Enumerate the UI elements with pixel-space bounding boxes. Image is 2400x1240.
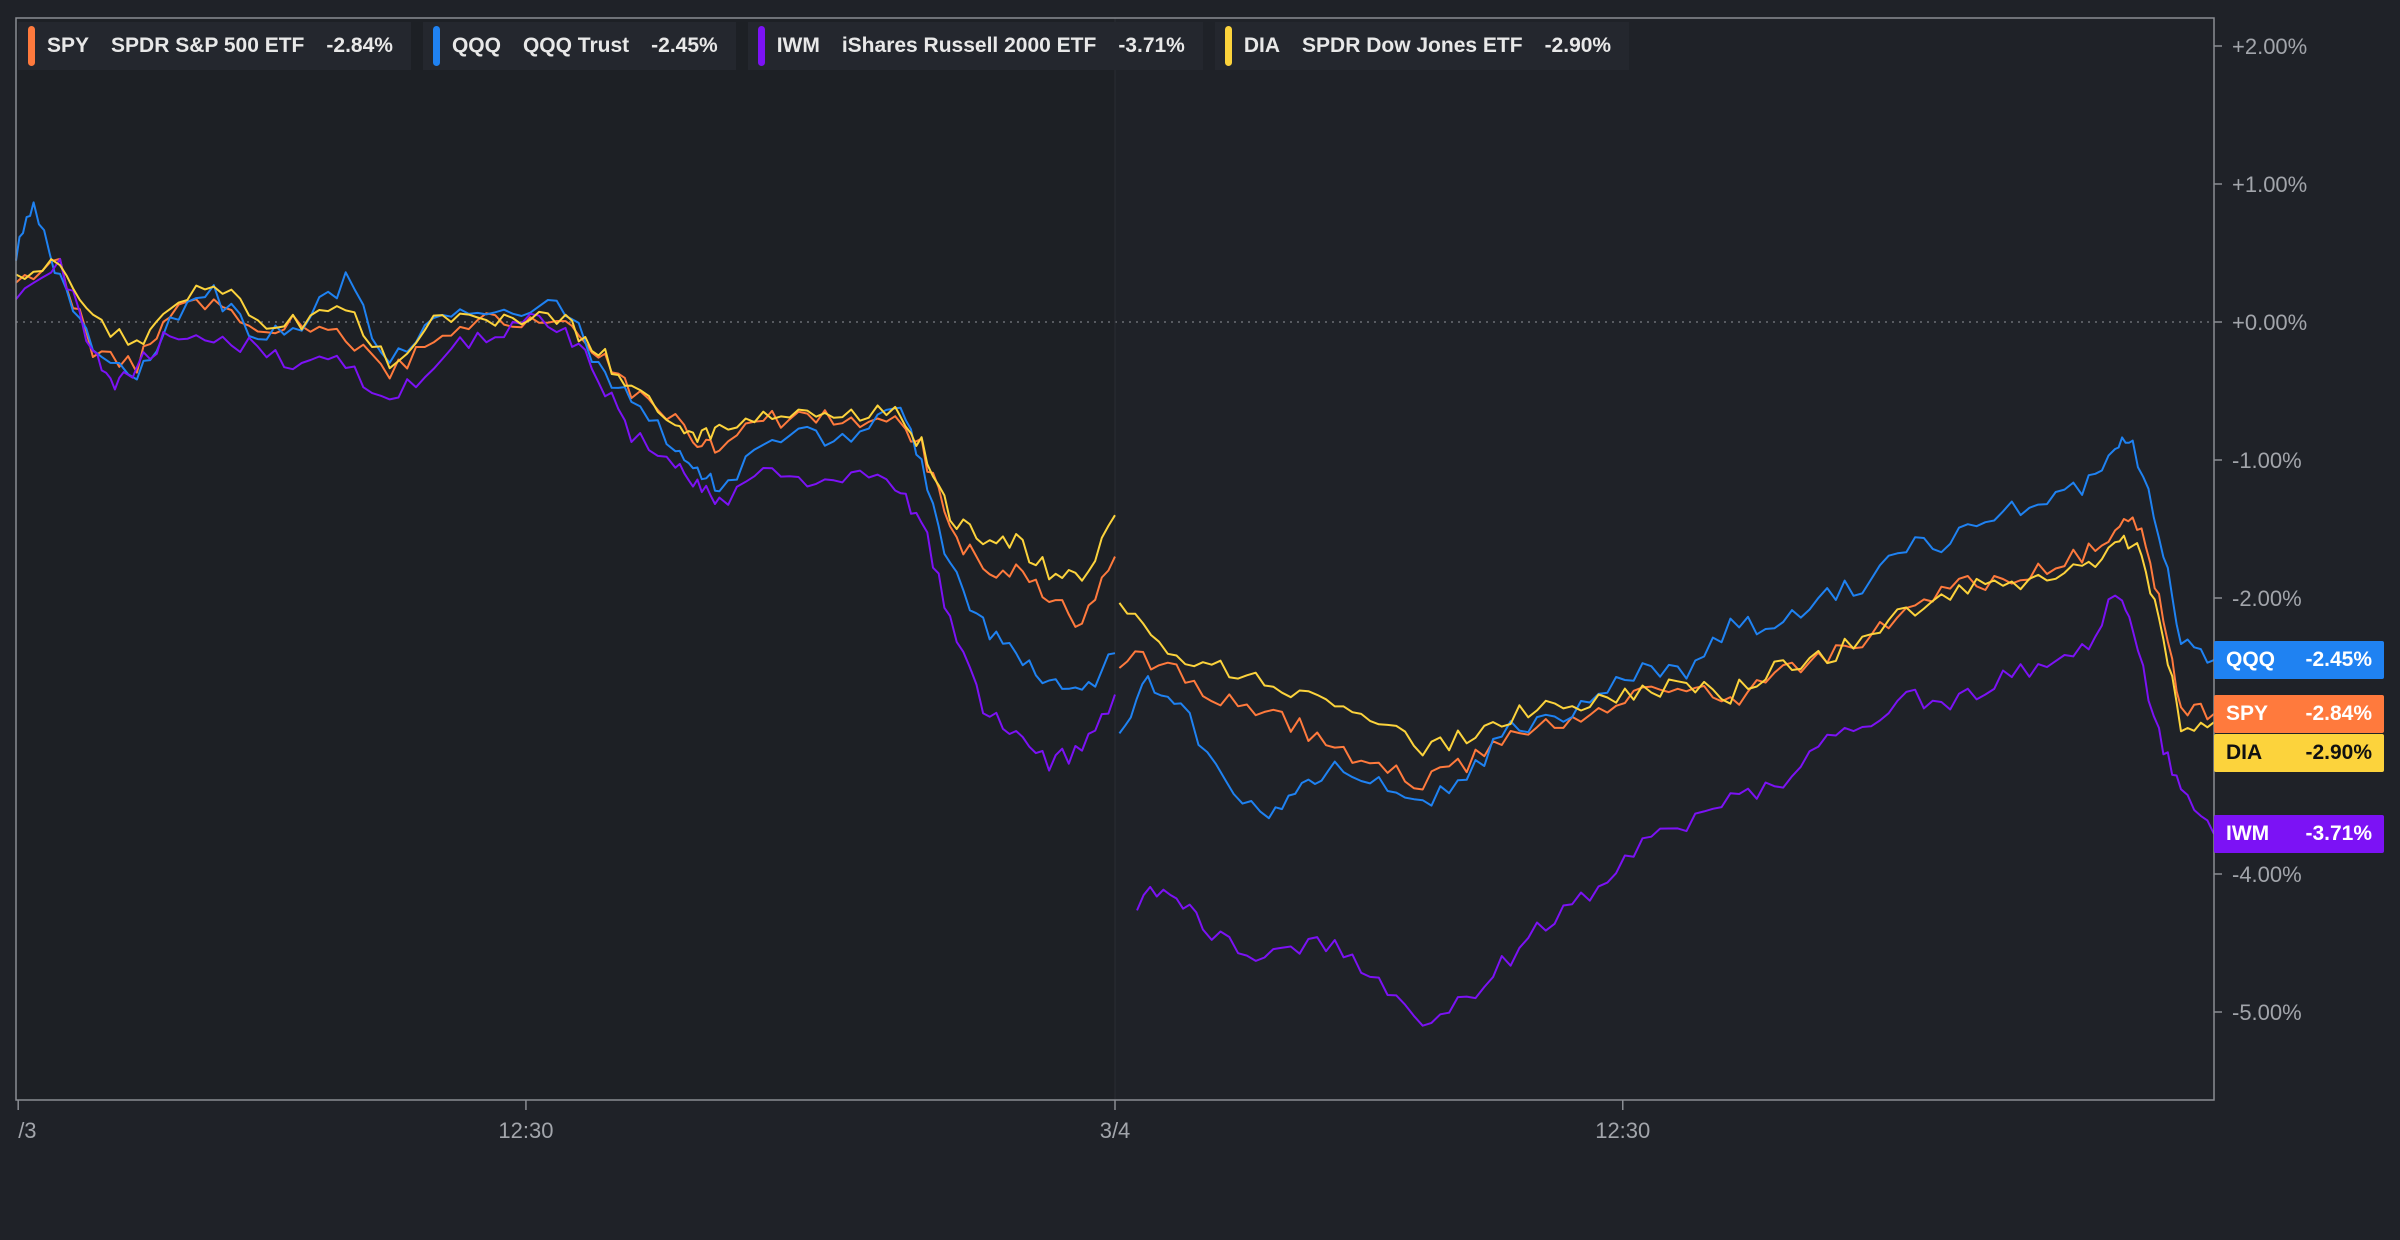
- badge-value: -2.84%: [2305, 701, 2372, 725]
- legend-change: -2.84%: [326, 34, 393, 57]
- y-tick-label: +1.00%: [2232, 172, 2307, 197]
- legend-swatch: [432, 26, 440, 66]
- series-line-qqq-1: [15, 201, 1116, 691]
- badge-value: -3.71%: [2305, 821, 2372, 845]
- y-tick-label: -2.00%: [2232, 586, 2302, 611]
- legend-item-dia[interactable]: DIA SPDR Dow Jones ETF -2.90%: [1214, 22, 1630, 70]
- badge-qqq: QQQ -2.45%: [2214, 641, 2384, 680]
- series-line-qqq-2: [1118, 436, 2215, 820]
- badge-symbol: QQQ: [2226, 648, 2276, 672]
- badge-symbol: DIA: [2226, 740, 2263, 764]
- x-tick-label: 12:30: [498, 1118, 553, 1143]
- badge-iwm: IWM -3.71%: [2214, 814, 2384, 853]
- badge-spy: SPY -2.84%: [2214, 694, 2384, 733]
- series-line-spy-1: [15, 257, 1116, 628]
- badge-symbol: IWM: [2226, 821, 2270, 845]
- legend-swatch: [757, 26, 765, 66]
- legend-symbol: QQQ: [451, 34, 501, 57]
- legend-change: -2.45%: [651, 34, 718, 57]
- legend-name: QQQ Trust: [522, 34, 630, 57]
- badge-value: -2.90%: [2305, 740, 2372, 764]
- badge-value: -2.45%: [2305, 648, 2372, 672]
- y-tick-label: +0.00%: [2232, 310, 2307, 335]
- legend-symbol: DIA: [1243, 34, 1281, 57]
- badge-symbol: SPY: [2226, 701, 2269, 725]
- y-tick-label: +2.00%: [2232, 34, 2307, 59]
- legend-item-spy[interactable]: SPY SPDR S&P 500 ETF -2.84%: [18, 22, 411, 70]
- series-line-dia-1: [15, 258, 1116, 582]
- x-tick-label: /3: [18, 1118, 36, 1143]
- x-tick-label: 12:30: [1595, 1118, 1650, 1143]
- y-tick-label: -5.00%: [2232, 1000, 2302, 1025]
- legend-item-iwm[interactable]: IWM iShares Russell 2000 ETF -3.71%: [747, 22, 1203, 70]
- legend-name: SPDR Dow Jones ETF: [1302, 34, 1523, 57]
- x-tick-label: 3/4: [1100, 1118, 1131, 1143]
- legend-change: -2.90%: [1544, 34, 1612, 57]
- legend-swatch: [28, 26, 35, 66]
- series-line-dia-2: [1118, 534, 2215, 757]
- series-line-iwm-1: [15, 258, 1116, 772]
- legend-name: SPDR S&P 500 ETF: [111, 34, 305, 57]
- legend-symbol: SPY: [47, 34, 90, 57]
- legend-item-qqq[interactable]: QQQ QQQ Trust -2.45%: [422, 22, 736, 70]
- session-one-background: [16, 18, 1115, 1100]
- series-line-spy-2: [1118, 516, 2215, 791]
- legend-swatch: [1224, 26, 1232, 66]
- legend: SPY SPDR S&P 500 ETF -2.84% QQQ QQQ Trust -2.…: [18, 22, 1630, 70]
- legend-change: -3.71%: [1118, 34, 1185, 57]
- legend-name: iShares Russell 2000 ETF: [841, 34, 1097, 57]
- series-line-iwm-2: [1136, 594, 2215, 1027]
- badge-dia: DIA -2.90%: [2214, 733, 2384, 772]
- legend-symbol: IWM: [776, 34, 820, 57]
- y-tick-label: -4.00%: [2232, 862, 2302, 887]
- y-tick-label: -1.00%: [2232, 448, 2302, 473]
